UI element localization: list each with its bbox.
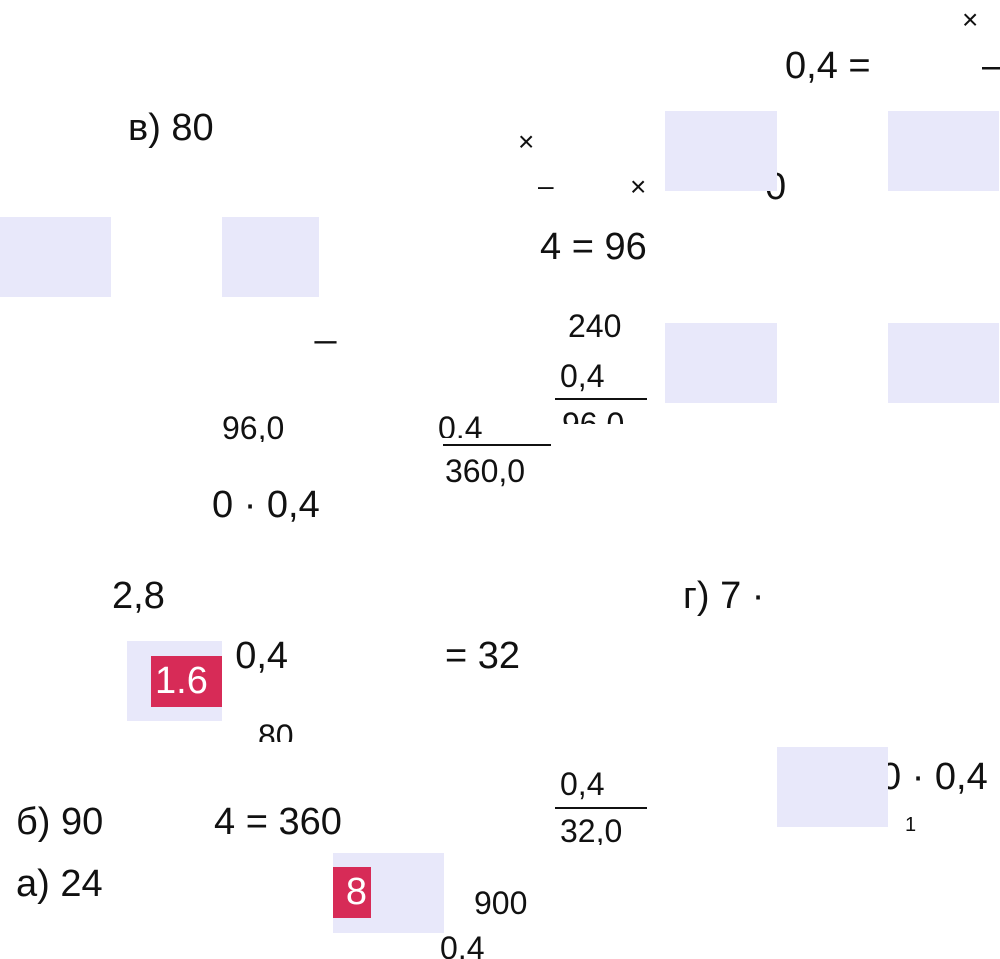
text: 900 xyxy=(474,885,528,921)
rule xyxy=(555,807,647,809)
rule xyxy=(443,444,551,446)
text: б) 90 xyxy=(16,801,104,843)
text: а) 24 xyxy=(16,863,103,905)
text: 4 = 360 xyxy=(214,801,342,843)
text: 96,0 xyxy=(222,412,285,442)
text: × xyxy=(518,126,535,157)
text: 32,0 xyxy=(560,815,623,845)
text: 0 · 0,4 xyxy=(880,756,988,798)
text: 0 · 0,4 xyxy=(212,484,320,526)
answer-box[interactable] xyxy=(0,217,111,297)
text: 96,0 xyxy=(562,408,624,424)
text: 0,4 = xyxy=(785,45,871,87)
answer-box[interactable] xyxy=(888,111,999,191)
badge: 1.6 xyxy=(151,656,222,707)
text: × xyxy=(962,4,979,35)
text: 80 xyxy=(258,720,294,742)
answer-box[interactable] xyxy=(888,323,999,403)
text: 0,4 xyxy=(560,766,605,802)
text: – xyxy=(982,47,1000,85)
text: 1 xyxy=(905,814,917,836)
answer-box[interactable] xyxy=(777,747,888,827)
badge: 8 xyxy=(333,867,371,918)
text: · 0,4 xyxy=(212,635,289,677)
answer-box[interactable] xyxy=(665,323,777,403)
text: _ xyxy=(315,303,337,345)
text: 0,4 xyxy=(440,932,485,959)
text: г) 7 · xyxy=(683,575,765,617)
text: = 32 xyxy=(445,635,521,677)
text: 4 = 96 xyxy=(540,226,647,268)
text: 0,4 xyxy=(438,412,483,438)
text: – xyxy=(538,170,554,201)
answer-box[interactable] xyxy=(665,111,777,191)
text: × xyxy=(630,171,647,202)
rule xyxy=(555,398,647,400)
text: 240 xyxy=(568,308,622,344)
text: 0,4 xyxy=(560,358,605,394)
text: 360,0 xyxy=(445,453,526,489)
answer-box[interactable] xyxy=(222,217,319,297)
text: в) 80 xyxy=(128,107,214,149)
text: 2,8 xyxy=(112,575,165,617)
